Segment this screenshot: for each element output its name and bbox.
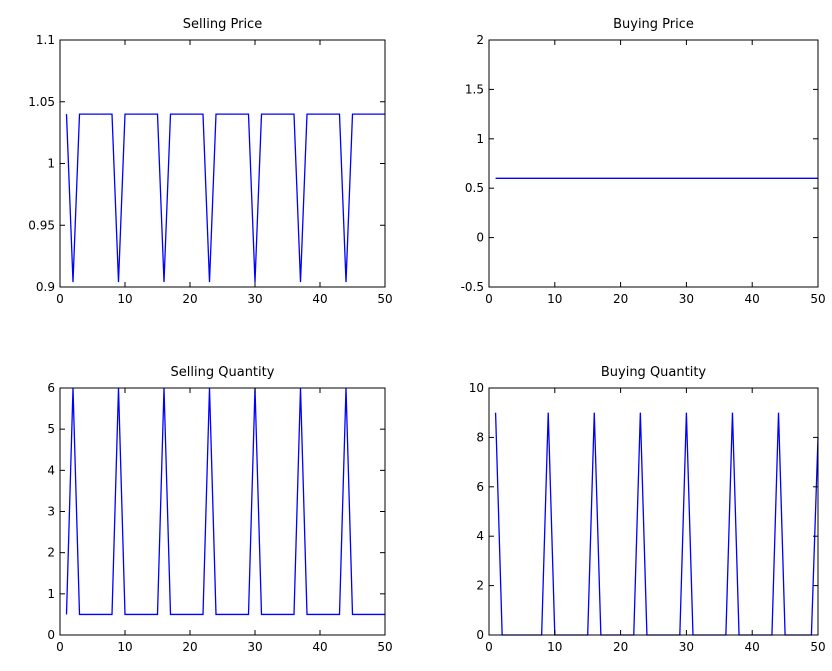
selling-quantity-plot: Selling Quantity 0 10 20 30 40 50 0 1 2 3 4 5 6 xyxy=(47,365,392,654)
selling-quantity-x-tick-label: 50 xyxy=(377,640,392,654)
buying-price-x-tick-label: 30 xyxy=(679,292,694,306)
buying-price-y-tick-label: 2 xyxy=(476,33,484,47)
selling-price-x-tick-label: 20 xyxy=(182,292,197,306)
buying-quantity-title: Buying Quantity xyxy=(601,365,707,380)
selling-price-x-tick-label: 50 xyxy=(377,292,392,306)
selling-price-x-tick-label: 30 xyxy=(247,292,262,306)
buying-quantity-y-tick-label: 2 xyxy=(476,579,484,593)
buying-price-x-tick-label: 20 xyxy=(613,292,628,306)
selling-price-x-tick-label: 40 xyxy=(312,292,327,306)
buying-quantity-x-tick-label: 40 xyxy=(745,640,760,654)
selling-quantity-y-tick-label: 4 xyxy=(47,463,55,477)
selling-price-y-tick-label: 1.05 xyxy=(28,95,55,109)
selling-price-y-tick-label: 0.9 xyxy=(36,280,55,294)
selling-quantity-x-tick-label: 0 xyxy=(56,640,64,654)
buying-quantity-x-tick-label: 30 xyxy=(679,640,694,654)
selling-price-y-tick-label: 0.95 xyxy=(28,218,55,232)
buying-price-plot: Buying Price 0 10 20 30 40 50-0.500.511.52 xyxy=(461,17,826,306)
selling-quantity-y-tick-label: 3 xyxy=(47,505,55,519)
selling-quantity-x-tick-label: 30 xyxy=(247,640,262,654)
selling-quantity-x-tick-label: 20 xyxy=(182,640,197,654)
selling-quantity-series-line xyxy=(65,387,385,616)
selling-price-y-tick-label: 1 xyxy=(47,157,55,171)
selling-quantity-y-tick-label: 0 xyxy=(47,628,55,642)
buying-quantity-plot: Buying Quantity 0 10 20 30 40 50 0 2 4 6 8 10 xyxy=(469,365,826,654)
buying-quantity-x-tick-label: 0 xyxy=(485,640,493,654)
buying-quantity-x-tick-label: 20 xyxy=(613,640,628,654)
selling-quantity-title: Selling Quantity xyxy=(171,365,275,380)
selling-quantity-y-tick-label: 6 xyxy=(47,381,55,395)
buying-price-title: Buying Price xyxy=(613,17,694,32)
buying-price-y-tick-label: 0 xyxy=(476,231,484,245)
buying-price-y-tick-label: 1.5 xyxy=(465,82,484,96)
selling-quantity-y-tick-label: 5 xyxy=(47,422,55,436)
buying-quantity-y-tick-label: 6 xyxy=(476,480,484,494)
selling-quantity-y-tick-label: 2 xyxy=(47,546,55,560)
selling-quantity-y-tick-label: 1 xyxy=(47,587,55,601)
buying-quantity-axes-frame xyxy=(488,387,819,636)
buying-quantity-y-tick-label: 4 xyxy=(476,529,484,543)
buying-price-y-tick-label: 1 xyxy=(476,132,484,146)
selling-price-y-tick-label: 1.1 xyxy=(36,33,55,47)
buying-price-x-tick-label: 50 xyxy=(810,292,825,306)
selling-price-x-tick-label: 0 xyxy=(56,292,64,306)
buying-price-x-tick-label: 0 xyxy=(485,292,493,306)
buying-price-y-tick-label: 0.5 xyxy=(465,181,484,195)
selling-quantity-x-tick-label: 40 xyxy=(312,640,327,654)
buying-price-y-tick-label: -0.5 xyxy=(461,280,484,294)
buying-quantity-y-tick-label: 8 xyxy=(476,430,484,444)
buying-price-x-tick-label: 40 xyxy=(745,292,760,306)
selling-price-series-line xyxy=(65,113,385,283)
buying-quantity-x-tick-label: 10 xyxy=(547,640,562,654)
buying-price-axes-frame xyxy=(488,39,819,288)
buying-quantity-x-tick-label: 50 xyxy=(810,640,825,654)
selling-price-x-tick-label: 10 xyxy=(117,292,132,306)
buying-price-x-tick-label: 10 xyxy=(547,292,562,306)
buying-quantity-y-tick-label: 10 xyxy=(469,381,484,395)
selling-price-plot: Selling Price 0 10 20 30 40 50 0.9 0.95 1 1.05 1.1 xyxy=(28,17,392,306)
selling-quantity-x-tick-label: 10 xyxy=(117,640,132,654)
buying-quantity-y-tick-label: 0 xyxy=(476,628,484,642)
selling-price-title: Selling Price xyxy=(183,17,262,32)
